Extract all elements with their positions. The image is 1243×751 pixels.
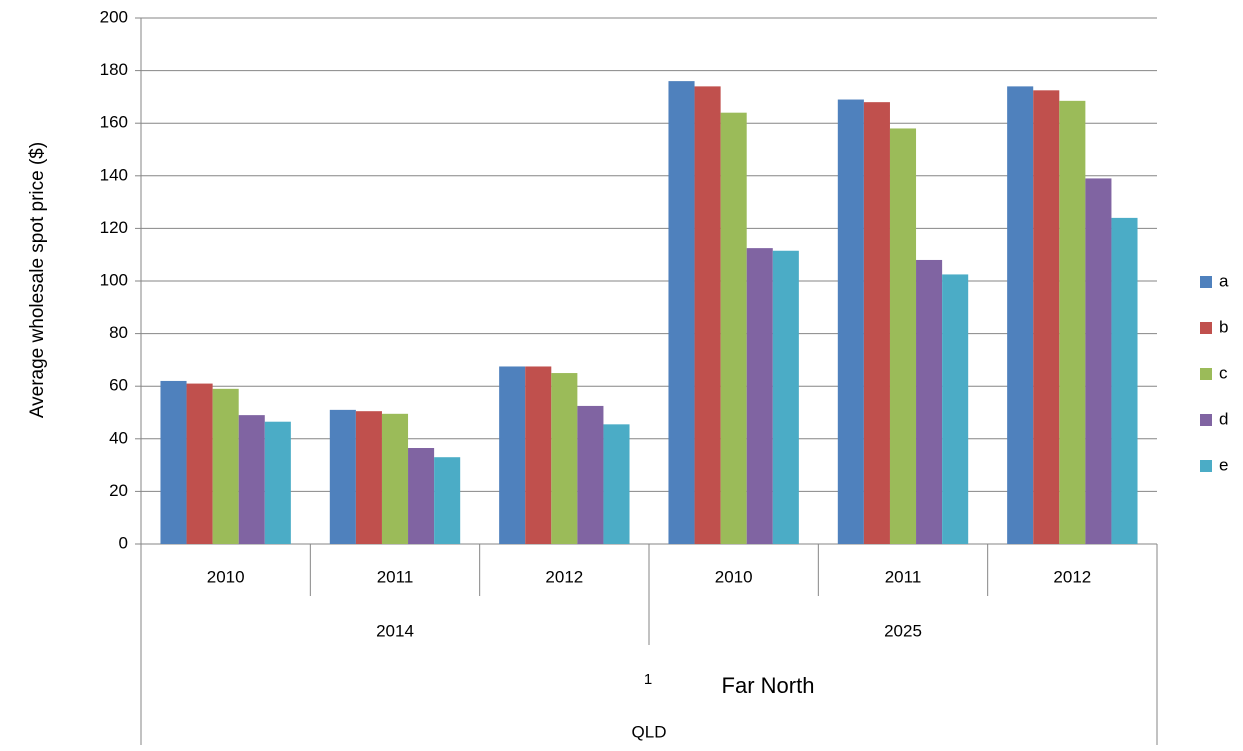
- legend-label: d: [1219, 409, 1228, 428]
- bar: [720, 112, 747, 545]
- legend-label: e: [1219, 455, 1228, 474]
- bar: [381, 413, 409, 544]
- legend-label: a: [1219, 271, 1229, 290]
- bar: [238, 415, 265, 544]
- bar: [863, 102, 890, 544]
- y-tick-label: 60: [109, 376, 128, 395]
- y-tick-label: 180: [100, 60, 128, 79]
- bar: [329, 409, 356, 544]
- y-tick-label: 120: [100, 218, 128, 237]
- bar: [916, 259, 943, 544]
- bar: [525, 366, 552, 544]
- x-tick-label: 2010: [715, 567, 753, 586]
- y-axis-title: Average wholesale spot price ($): [27, 142, 48, 418]
- bar: [551, 373, 578, 544]
- group-label: 2014: [376, 621, 414, 640]
- x-tick-label: 2012: [545, 567, 583, 586]
- legend-swatch: [1200, 276, 1212, 288]
- bar: [1033, 90, 1060, 544]
- bar: [186, 383, 213, 544]
- legend-label: b: [1219, 317, 1228, 336]
- y-tick-label: 20: [109, 481, 128, 500]
- legend-swatch: [1200, 368, 1212, 380]
- bar: [942, 274, 969, 544]
- legend-swatch: [1200, 322, 1212, 334]
- legend-swatch: [1200, 414, 1212, 426]
- y-tick-label: 100: [100, 270, 128, 289]
- bar: [408, 448, 435, 544]
- bar: [668, 81, 695, 545]
- bar: [837, 99, 864, 544]
- bar: [577, 405, 604, 544]
- bar: [499, 366, 526, 544]
- bar: [1085, 178, 1112, 544]
- bar: [694, 86, 721, 544]
- bar: [160, 380, 187, 544]
- bar: [889, 128, 917, 544]
- y-tick-label: 200: [100, 7, 128, 26]
- region-label: Far North: [722, 673, 815, 698]
- y-tick-label: 0: [119, 533, 128, 552]
- y-tick-label: 160: [100, 113, 128, 132]
- y-tick-label: 140: [100, 165, 128, 184]
- group-label: 2025: [884, 621, 922, 640]
- region-note: 1: [644, 671, 652, 688]
- state-label: QLD: [632, 722, 667, 741]
- bar: [264, 421, 291, 544]
- y-tick-label: 40: [109, 428, 128, 447]
- legend-label: c: [1219, 363, 1228, 382]
- bar: [355, 411, 382, 544]
- bar: [746, 248, 773, 544]
- x-tick-label: 2012: [1053, 567, 1091, 586]
- bar: [434, 457, 461, 544]
- bar: [772, 250, 799, 544]
- x-tick-label: 2011: [377, 567, 414, 586]
- bar: [1007, 86, 1034, 544]
- x-tick-label: 2011: [885, 567, 922, 586]
- bar: [212, 388, 239, 544]
- bar: [1111, 217, 1138, 544]
- bar: [1059, 100, 1086, 544]
- x-tick-label: 2010: [207, 567, 245, 586]
- legend-swatch: [1200, 460, 1212, 472]
- bar: [603, 424, 630, 544]
- y-tick-label: 80: [109, 323, 128, 342]
